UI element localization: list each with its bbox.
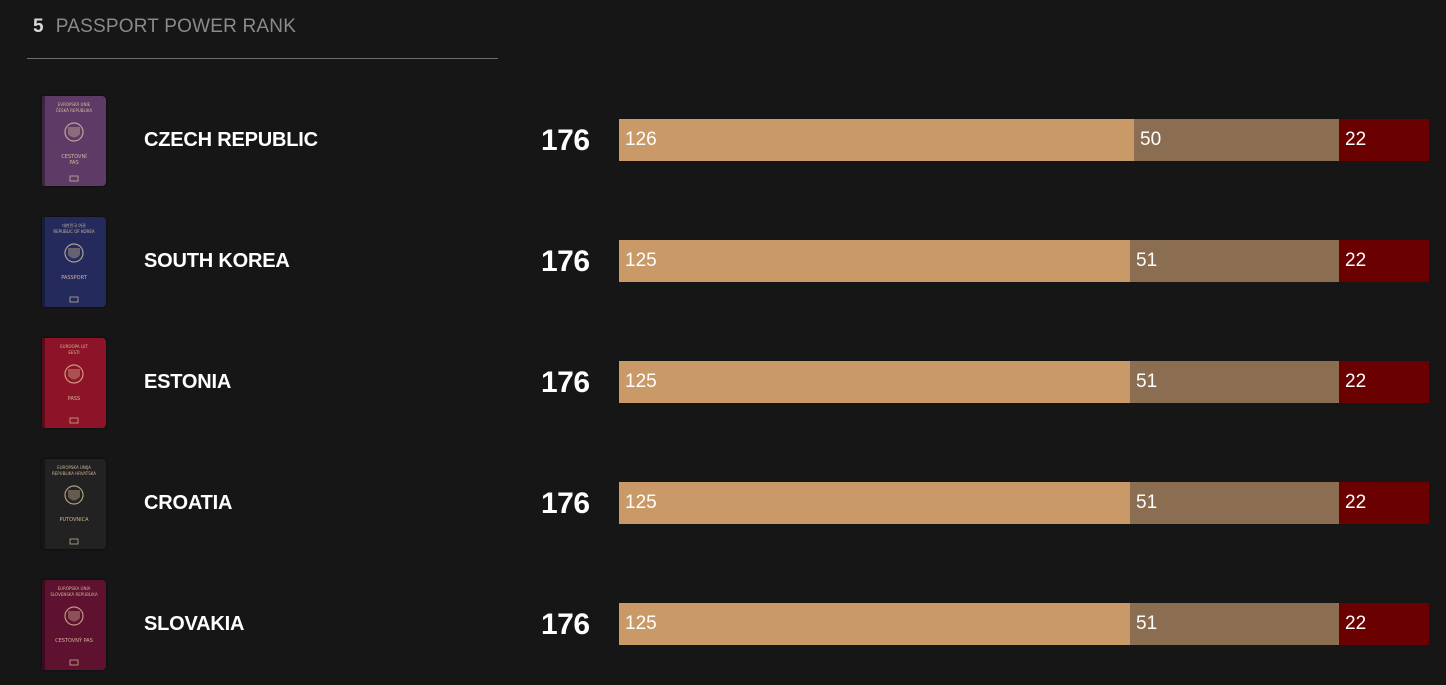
passport-cover-text: CESTOVNÝ PAS [55, 637, 93, 644]
mobility-score: 176 [541, 487, 590, 520]
rank-number: 5 [33, 16, 44, 37]
country-name[interactable]: ESTONIA [144, 371, 232, 393]
passport-row[interactable]: EURÓPSKA ÚNIA SLOVENSKÁ REPUBLIKA CESTOVNÝ… [0, 580, 1446, 672]
passport-cover-text: REPUBLIKA HRVATSKA [52, 471, 96, 476]
visa-required-segment: 22 [1339, 119, 1429, 161]
passport-row[interactable]: 대한민국 여권 REPUBLIC OF KOREA PASSPORT SOUTH KO… [0, 217, 1446, 309]
visa-required-segment: 22 [1339, 361, 1429, 403]
visa-on-arrival-segment: 51 [1130, 482, 1339, 524]
passport-cover-text: 대한민국 여권 [62, 222, 86, 228]
passport-cover-text: CESTOVNÍ [61, 153, 87, 160]
passport-row[interactable]: EUROPSKA UNIJA REPUBLIKA HRVATSKA PUTOVNIC… [0, 459, 1446, 551]
passport-cover-text: EESTI [68, 350, 79, 355]
passport-cover-text: PAS [69, 160, 78, 166]
score-bar[interactable]: 125 51 22 [619, 603, 1429, 645]
visa-free-segment: 125 [619, 240, 1130, 282]
visa-required-segment: 22 [1339, 240, 1429, 282]
visa-free-segment: 125 [619, 361, 1130, 403]
passport-row[interactable]: EVROPSKÁ UNIE ČESKÁ REPUBLIKA CESTOVNÍ PAS C… [0, 96, 1446, 188]
passport-cover-text: PASS [68, 396, 80, 402]
mobility-score: 176 [541, 366, 590, 399]
passport-estonia-icon: EUROOPA LIIT EESTI PASS [42, 338, 106, 428]
mobility-score: 176 [541, 245, 590, 278]
visa-on-arrival-segment: 51 [1130, 603, 1339, 645]
passport-czech-icon: EVROPSKÁ UNIE ČESKÁ REPUBLIKA CESTOVNÍ PAS [42, 96, 106, 186]
visa-on-arrival-segment: 50 [1134, 119, 1339, 161]
passport-cover-text: EUROPSKA UNIJA [57, 465, 91, 470]
passport-slovakia-icon: EURÓPSKA ÚNIA SLOVENSKÁ REPUBLIKA CESTOVNÝ… [42, 580, 106, 670]
visa-on-arrival-segment: 51 [1130, 361, 1339, 403]
country-name[interactable]: CROATIA [144, 492, 233, 514]
visa-required-segment: 22 [1339, 603, 1429, 645]
visa-on-arrival-segment: 51 [1130, 240, 1339, 282]
score-bar[interactable]: 125 51 22 [619, 361, 1429, 403]
country-name[interactable]: CZECH REPUBLIC [144, 129, 318, 151]
score-bar[interactable]: 125 51 22 [619, 240, 1429, 282]
passport-cover-text: PUTOVNICA [59, 517, 89, 523]
score-bar[interactable]: 126 50 22 [619, 119, 1429, 161]
passport-cover-text: EVROPSKÁ UNIE [58, 102, 91, 107]
country-name[interactable]: SOUTH KOREA [144, 250, 290, 272]
visa-required-segment: 22 [1339, 482, 1429, 524]
country-name[interactable]: SLOVAKIA [144, 613, 245, 635]
passport-cover-text: EUROOPA LIIT [60, 344, 88, 349]
visa-free-segment: 125 [619, 482, 1130, 524]
passport-cover-text: ČESKÁ REPUBLIKA [56, 108, 93, 113]
passport-cover-text: PASSPORT [61, 275, 88, 281]
passport-cover-text: REPUBLIC OF KOREA [53, 229, 94, 234]
rank-header: 5 PASSPORT POWER RANK [33, 14, 296, 40]
visa-free-segment: 126 [619, 119, 1134, 161]
passport-cover-text: SLOVENSKÁ REPUBLIKA [50, 592, 97, 597]
score-bar[interactable]: 125 51 22 [619, 482, 1429, 524]
visa-free-segment: 125 [619, 603, 1130, 645]
passport-row[interactable]: EUROOPA LIIT EESTI PASS ESTONIA 176 125 51 22 [0, 338, 1446, 430]
mobility-score: 176 [541, 124, 590, 157]
passport-croatia-icon: EUROPSKA UNIJA REPUBLIKA HRVATSKA PUTOVNIC… [42, 459, 106, 549]
rank-title: PASSPORT POWER RANK [55, 16, 297, 37]
mobility-score: 176 [541, 608, 590, 641]
passport-cover-text: EURÓPSKA ÚNIA [58, 586, 91, 591]
passport-south-korea-icon: 대한민국 여권 REPUBLIC OF KOREA PASSPORT [42, 217, 106, 307]
header-divider [27, 58, 498, 59]
